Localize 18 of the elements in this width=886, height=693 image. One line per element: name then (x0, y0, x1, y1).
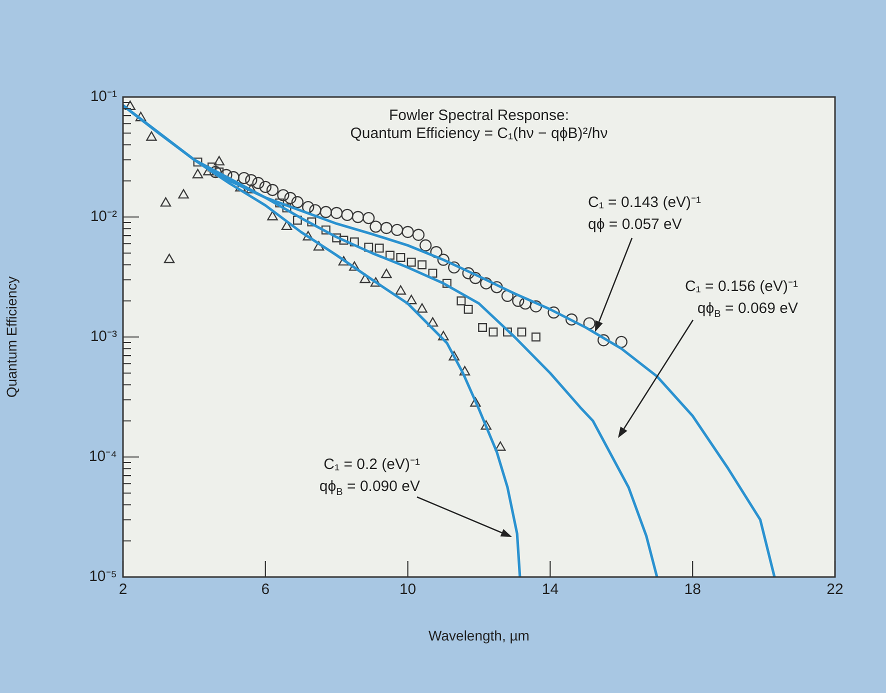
y-tick-label: 10⁻² (90, 208, 117, 226)
x-axis-title: Wavelength, µm (428, 627, 530, 644)
annotation: C₁ = 0.156 (eV)⁻¹ qϕ$_{B}$ = 0.069 eV (684, 277, 798, 322)
x-tick-label: 22 (826, 581, 844, 598)
y-tick-label: 10⁻⁵ (89, 568, 117, 586)
y-axis-title: Quantum Efficiency (3, 276, 20, 398)
x-tick-label: 18 (684, 581, 701, 598)
y-tick-label: 10⁻³ (90, 328, 117, 346)
x-tick-label: 10 (399, 581, 416, 598)
annotation: C₁ = 0.2 (eV)⁻¹ qϕ$_{B}$ = 0.090 eV (319, 455, 420, 500)
annotation: C₁ = 0.143 (eV)⁻¹ qϕ = 0.057 eV (588, 193, 702, 235)
text: Quantum Efficiency = C₁(hν − qϕB)²/hν (350, 125, 608, 142)
y-tick-label: 10⁻⁴ (88, 448, 117, 466)
x-tick-label: 14 (542, 581, 559, 598)
x-tick-label: 2 (118, 581, 128, 598)
y-tick-label: 10⁻¹ (90, 88, 117, 106)
x-tick-label: 6 (261, 581, 270, 598)
text: Fowler Spectral Response: (388, 107, 570, 124)
